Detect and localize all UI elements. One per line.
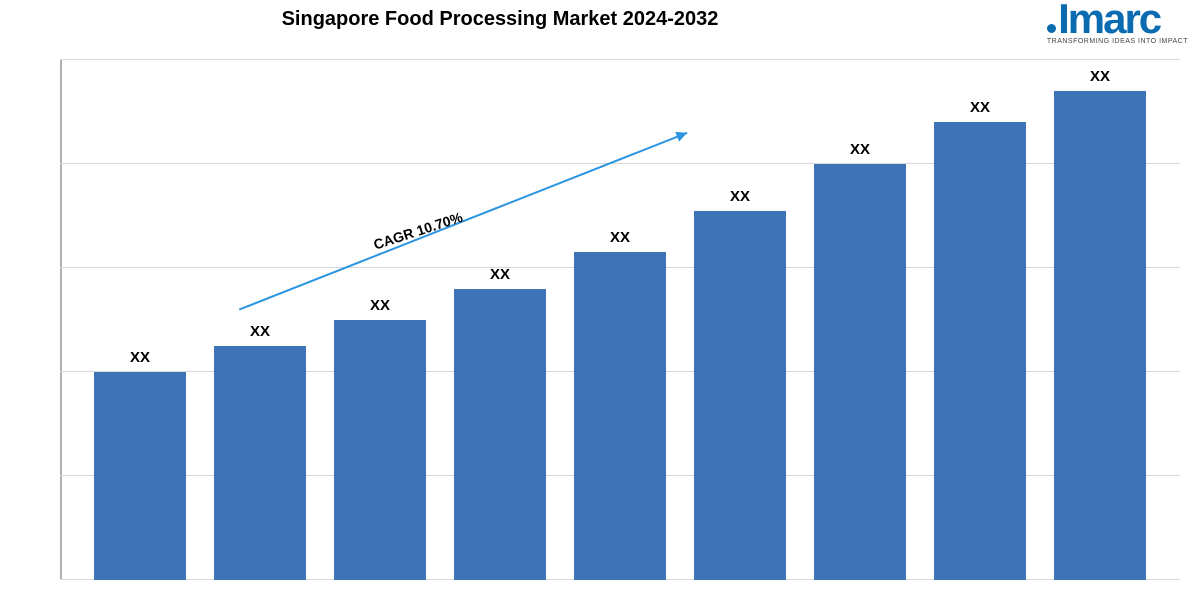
bar-value-label: XX bbox=[370, 297, 390, 314]
bar-value-label: XX bbox=[610, 229, 630, 246]
bar-group: XX bbox=[80, 60, 200, 580]
bar-value-label: XX bbox=[130, 349, 150, 366]
logo-word: Imarc bbox=[1047, 0, 1188, 38]
bar-rect bbox=[94, 372, 185, 580]
bar-rect bbox=[694, 211, 785, 580]
bar-group: XX bbox=[320, 60, 440, 580]
bar-rect bbox=[454, 289, 545, 580]
logo-text: Imarc bbox=[1058, 0, 1160, 38]
bar-value-label: XX bbox=[250, 323, 270, 340]
bar-group: XX bbox=[1040, 60, 1160, 580]
bar-value-label: XX bbox=[850, 141, 870, 158]
bar-value-label: XX bbox=[730, 188, 750, 205]
chart-plot-area: XXXXXXXXXXXXXXXXXX CAGR 10.70% bbox=[60, 60, 1180, 580]
bar-rect bbox=[334, 320, 425, 580]
bar-group: XX bbox=[800, 60, 920, 580]
bar-value-label: XX bbox=[490, 266, 510, 283]
brand-logo: Imarc TRANSFORMING IDEAS INTO IMPACT bbox=[1047, 0, 1188, 45]
bar-rect bbox=[574, 252, 665, 580]
bar-group: XX bbox=[680, 60, 800, 580]
bar-group: XX bbox=[560, 60, 680, 580]
bars-container: XX XX XX XX XX XX XX XX XX bbox=[60, 60, 1180, 580]
logo-tagline: TRANSFORMING IDEAS INTO IMPACT bbox=[1047, 38, 1188, 45]
bar-rect bbox=[214, 346, 305, 580]
bar-value-label: XX bbox=[1090, 68, 1110, 85]
bar-rect bbox=[934, 122, 1025, 580]
bar-group: XX bbox=[200, 60, 320, 580]
bar-group: XX bbox=[440, 60, 560, 580]
bar-rect bbox=[1054, 91, 1145, 580]
chart-title: Singapore Food Processing Market 2024-20… bbox=[0, 8, 1000, 31]
bar-value-label: XX bbox=[970, 99, 990, 116]
bar-rect bbox=[814, 164, 905, 580]
bar-group: XX bbox=[920, 60, 1040, 580]
logo-dot-icon bbox=[1047, 24, 1056, 33]
